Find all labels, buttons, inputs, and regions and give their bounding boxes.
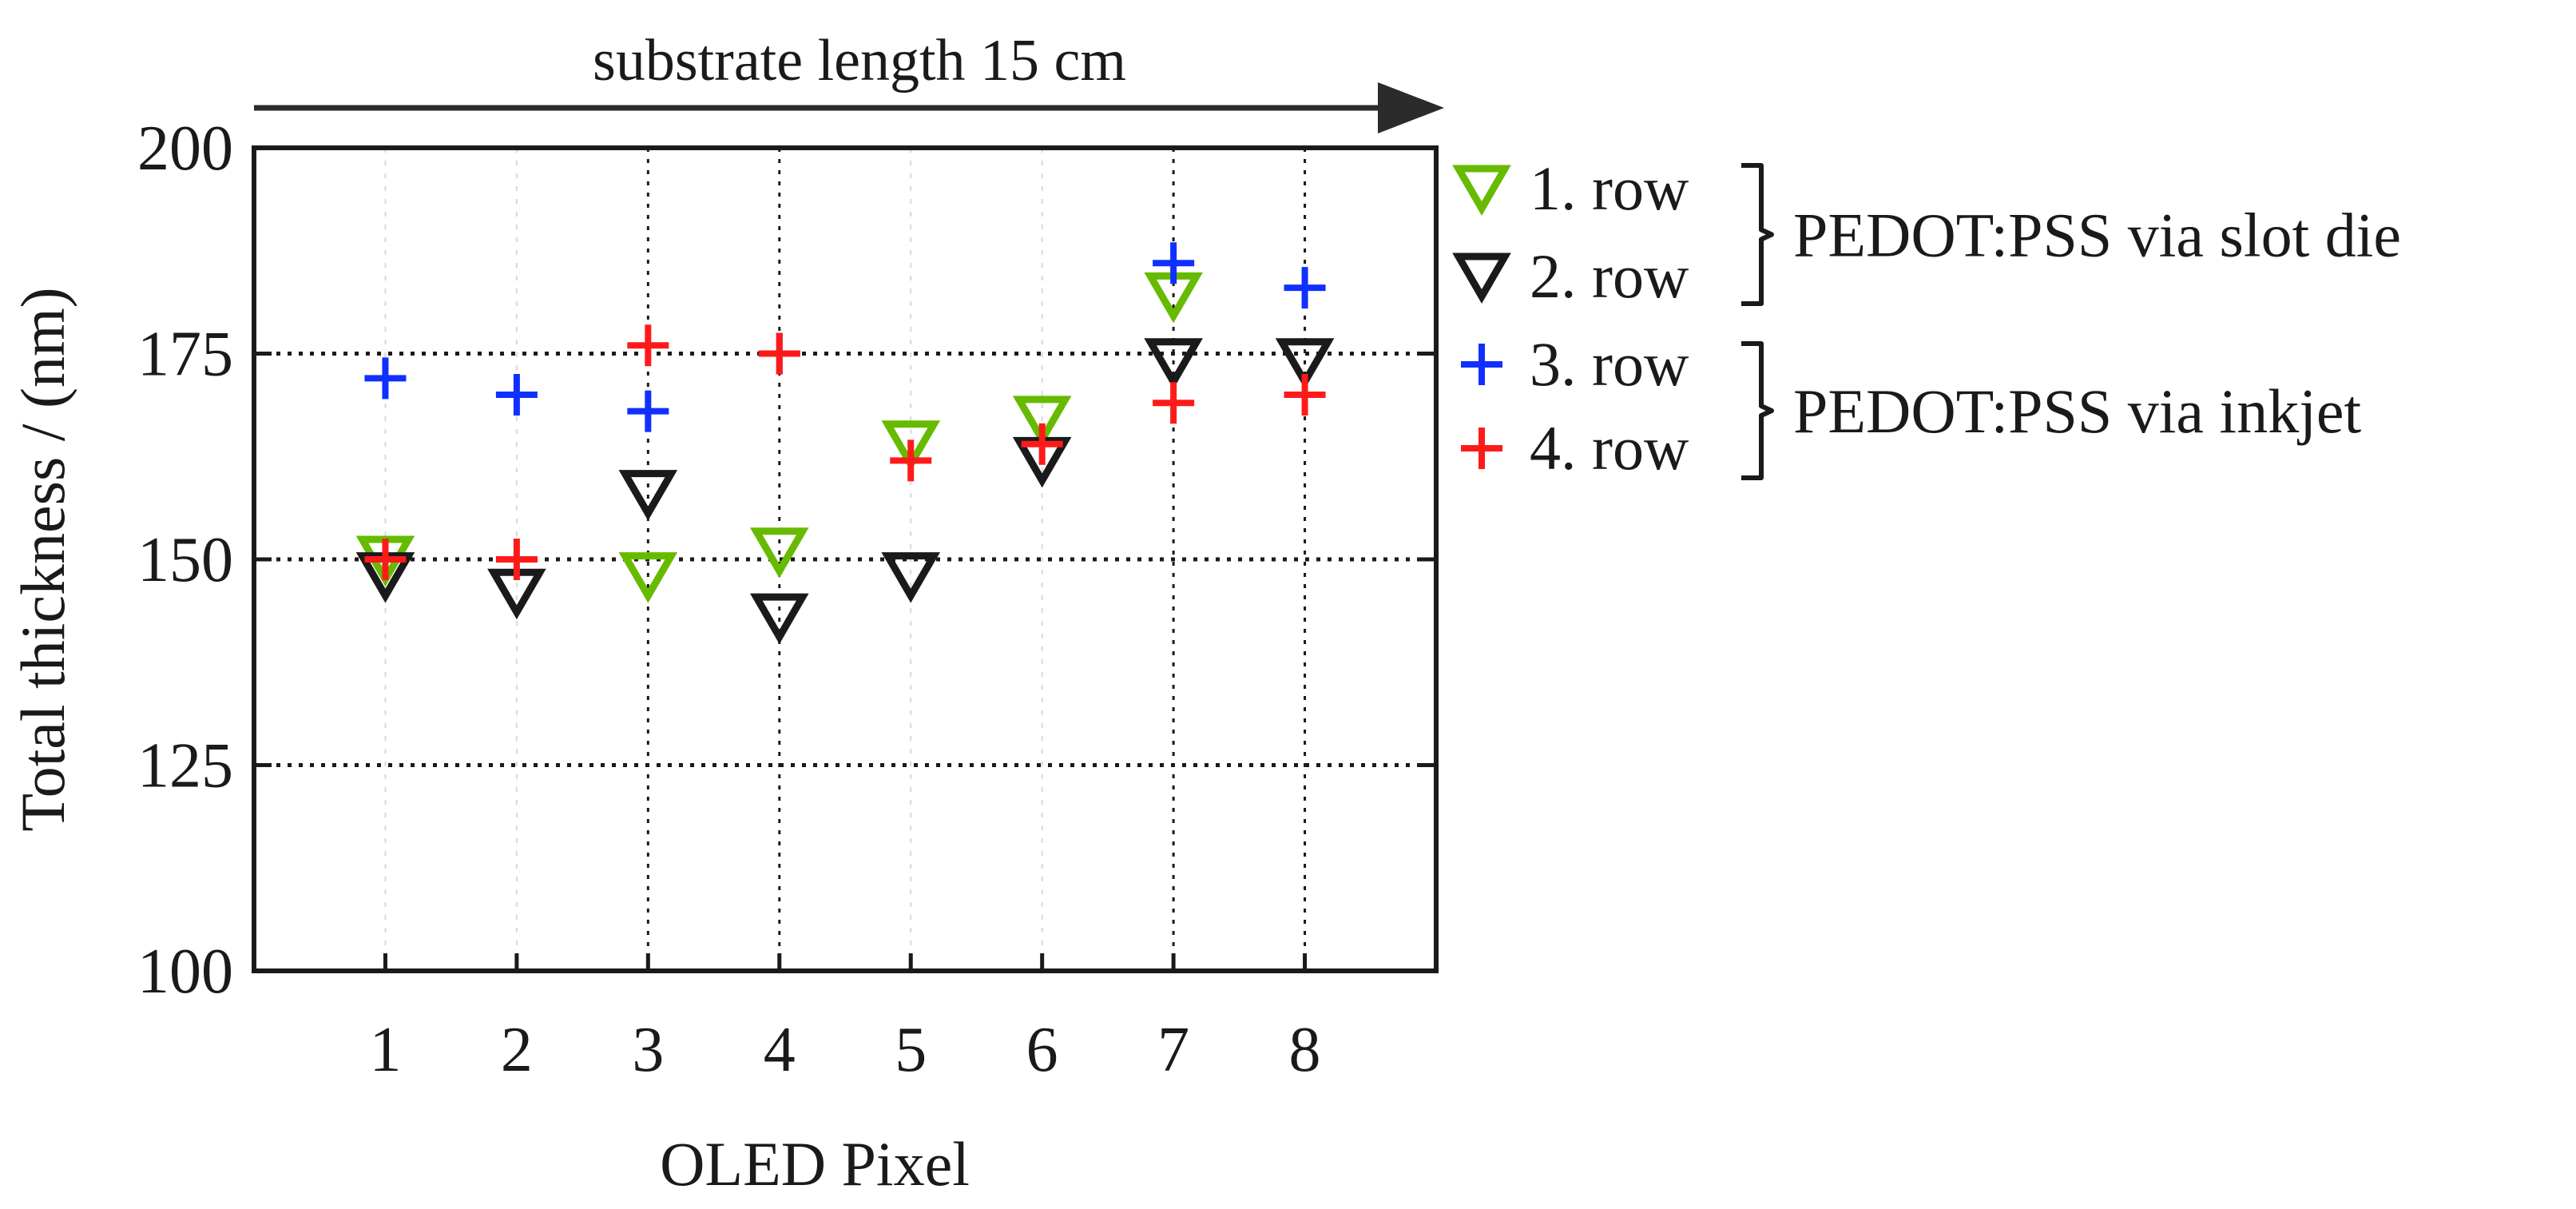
legend-label-row4: 4. row (1530, 413, 1689, 483)
legend: 1. row 2. row 3. row 4. row PEDOT:PSS via sl… (1452, 153, 2401, 483)
legend-marker-row2 (1452, 253, 1511, 304)
substrate-arrow (254, 82, 1444, 133)
x-tick-label: 8 (1289, 1015, 1321, 1085)
grid-lines (254, 148, 1436, 971)
legend-label-row2: 2. row (1530, 241, 1689, 311)
y-tick-label: 150 (137, 525, 233, 595)
x-tick-label: 4 (764, 1015, 796, 1085)
data-point-row4 (1284, 374, 1326, 416)
y-tick-label: 175 (137, 320, 233, 390)
plot-frame (252, 145, 1439, 973)
data-point-row4 (890, 439, 932, 482)
data-point-row2 (1275, 338, 1335, 389)
legend-marker-row4 (1461, 428, 1502, 469)
x-axis-label: OLED Pixel (660, 1129, 970, 1199)
substrate-length-label: substrate length 15 cm (593, 28, 1126, 93)
legend-group-label: PEDOT:PSS via slot die (1793, 201, 2401, 270)
x-tick-label: 6 (1026, 1015, 1058, 1085)
x-tick-label: 3 (632, 1015, 664, 1085)
axis-ticks: 100 125 150 175 200 1 2 3 4 5 6 7 8 (137, 113, 1436, 1085)
data-point-row2 (618, 470, 678, 521)
y-tick-label: 200 (137, 113, 233, 184)
data-point-row1 (1012, 396, 1072, 447)
x-tick-label: 7 (1157, 1015, 1189, 1085)
data-point-row4 (758, 332, 800, 375)
data-points (355, 242, 1335, 645)
data-point-row1 (881, 420, 941, 471)
data-point-row4 (1153, 382, 1195, 424)
y-axis-label: Total thickness / (nm) (8, 287, 77, 831)
data-point-row3 (1284, 267, 1326, 309)
y-tick-label: 125 (137, 731, 233, 801)
x-tick-label: 5 (895, 1015, 927, 1085)
legend-label-row1: 1. row (1530, 153, 1689, 223)
legend-marker-row1 (1452, 165, 1511, 216)
legend-group-brace (1741, 163, 1774, 306)
data-point-row2 (749, 593, 809, 645)
data-point-row3 (1153, 242, 1195, 284)
data-point-row3 (627, 390, 669, 432)
data-point-row3 (364, 357, 407, 400)
data-point-row4 (364, 539, 407, 580)
x-tick-label: 2 (501, 1015, 533, 1085)
data-point-row1 (749, 527, 809, 579)
data-point-row4 (1021, 423, 1063, 465)
data-point-row1 (618, 552, 678, 603)
data-point-row2 (881, 552, 941, 603)
legend-group-brace (1741, 341, 1774, 480)
data-point-row4 (627, 324, 669, 367)
x-tick-label: 1 (369, 1015, 401, 1085)
legend-marker-row3 (1461, 344, 1502, 385)
data-point-row4 (495, 539, 538, 580)
data-point-row3 (495, 374, 538, 416)
data-point-row2 (1144, 338, 1203, 389)
legend-group-label: PEDOT:PSS via inkjet (1793, 376, 2362, 446)
y-tick-label: 100 (137, 937, 233, 1007)
legend-label-row3: 3. row (1530, 329, 1689, 399)
